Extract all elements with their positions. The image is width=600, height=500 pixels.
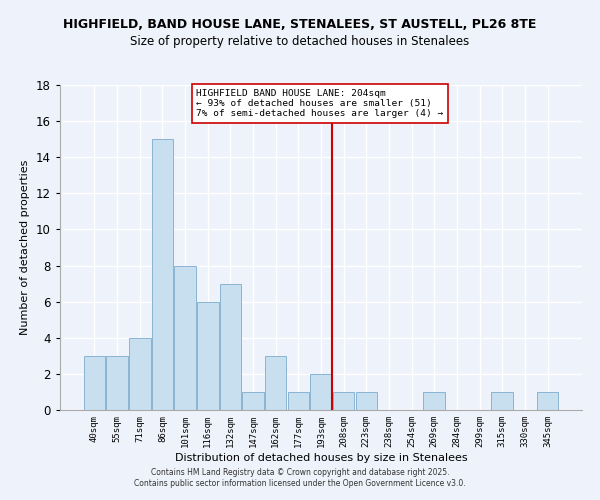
Bar [242, 392, 264, 410]
Text: HIGHFIELD, BAND HOUSE LANE, STENALEES, ST AUSTELL, PL26 8TE: HIGHFIELD, BAND HOUSE LANE, STENALEES, S… [64, 18, 536, 30]
Bar [84, 356, 105, 410]
Text: Contains HM Land Registry data © Crown copyright and database right 2025.
Contai: Contains HM Land Registry data © Crown c… [134, 468, 466, 487]
Bar [175, 266, 196, 410]
Bar [106, 356, 128, 410]
Bar [152, 139, 173, 410]
Bar [310, 374, 332, 410]
Text: Size of property relative to detached houses in Stenalees: Size of property relative to detached ho… [130, 35, 470, 48]
X-axis label: Distribution of detached houses by size in Stenalees: Distribution of detached houses by size … [175, 452, 467, 462]
Bar [129, 338, 151, 410]
Bar [491, 392, 513, 410]
Bar [333, 392, 355, 410]
Bar [424, 392, 445, 410]
Bar [356, 392, 377, 410]
Y-axis label: Number of detached properties: Number of detached properties [20, 160, 31, 335]
Bar [265, 356, 286, 410]
Text: HIGHFIELD BAND HOUSE LANE: 204sqm
← 93% of detached houses are smaller (51)
7% o: HIGHFIELD BAND HOUSE LANE: 204sqm ← 93% … [196, 88, 443, 118]
Bar [287, 392, 309, 410]
Bar [197, 302, 218, 410]
Bar [537, 392, 558, 410]
Bar [220, 284, 241, 410]
